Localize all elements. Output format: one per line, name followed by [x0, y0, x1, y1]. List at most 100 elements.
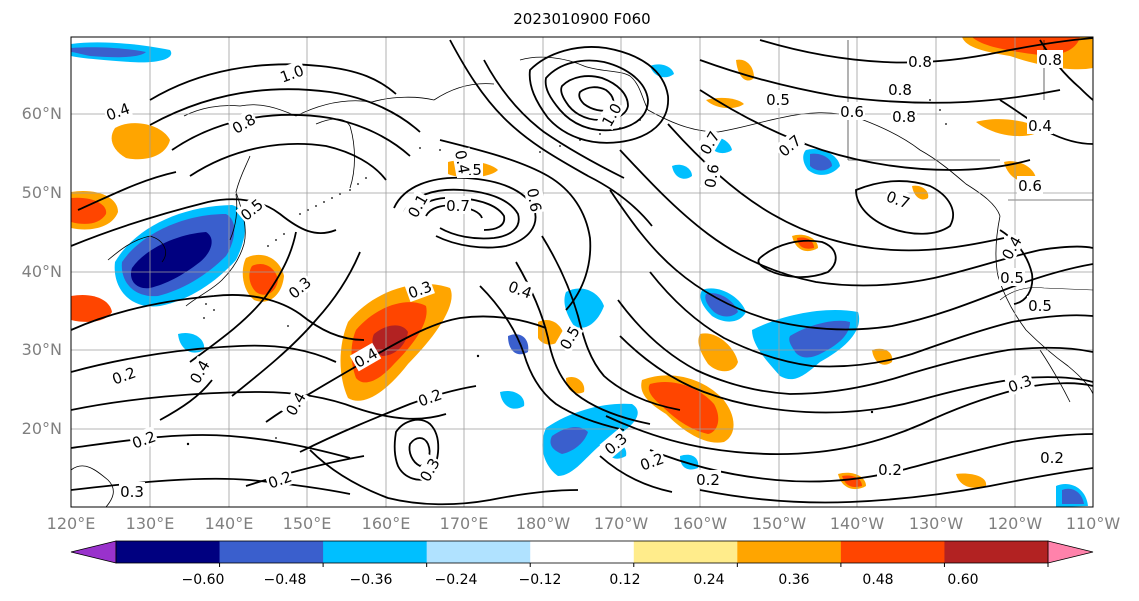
contour-label: 0.6 — [523, 185, 547, 215]
positive-anomaly-patch — [648, 382, 719, 434]
svg-text:0.8: 0.8 — [892, 108, 916, 126]
svg-text:0.5: 0.5 — [1028, 297, 1052, 315]
colorbar-tick-label: −0.60 — [181, 572, 225, 588]
map-title: 2023010900 F060 — [513, 10, 651, 28]
colorbar-segment — [323, 541, 428, 563]
colorbar — [70, 540, 1094, 567]
lon-label: 150°E — [282, 514, 332, 533]
svg-text:0.2: 0.2 — [696, 471, 720, 489]
colorbar-tick-label: −0.24 — [434, 572, 478, 588]
colorbar-segment — [426, 541, 531, 563]
lat-label: 50°N — [21, 183, 62, 202]
colorbar-segment — [633, 541, 738, 563]
contour-label: 0.7 — [445, 196, 471, 215]
negative-anomaly-patch — [500, 390, 525, 409]
colorbar-segment — [737, 541, 842, 563]
colorbar-segment — [530, 541, 635, 563]
positive-anomaly-patch — [71, 294, 112, 322]
coastline-layer — [71, 40, 1093, 507]
lon-label: 150°W — [751, 514, 807, 533]
lat-label: 40°N — [21, 262, 62, 281]
lon-label: 160°W — [672, 514, 728, 533]
positive-anomaly-patch — [111, 123, 170, 160]
contour-label: 0.6 — [699, 161, 723, 191]
negative-anomaly-patch — [672, 164, 692, 179]
svg-text:0.8: 0.8 — [1038, 51, 1062, 69]
negative-anomaly-patch — [1062, 488, 1084, 504]
contour-label: 0.3 — [1004, 370, 1035, 397]
contour-label: 0.8 — [891, 107, 917, 126]
lon-label: 160°E — [361, 514, 411, 533]
svg-text:0.4: 0.4 — [1028, 117, 1052, 135]
colorbar-extend-right — [1047, 540, 1094, 564]
island-chain — [186, 99, 947, 446]
lon-label: 140°E — [204, 514, 254, 533]
lon-label: 170°W — [593, 514, 649, 533]
lon-label: 180°W — [515, 514, 571, 533]
positive-anomaly-patch — [71, 197, 107, 224]
negative-anomaly-patch — [550, 427, 588, 454]
negative-anomaly-patch — [130, 232, 212, 289]
contour-label: 0.5 — [999, 268, 1025, 287]
colorbar-tick-label: 0.36 — [778, 572, 810, 588]
negative-anomaly-patch — [542, 403, 638, 476]
contour-label: 0.2 — [695, 470, 721, 489]
colorbar-frame — [115, 540, 1049, 564]
plot-frame — [70, 36, 1094, 508]
svg-text:0.6: 0.6 — [1018, 177, 1042, 195]
contour-label: 0.6 — [1017, 176, 1043, 195]
svg-text:0.2: 0.2 — [1040, 449, 1064, 467]
colorbar-segment — [219, 541, 324, 563]
svg-text:0.3: 0.3 — [120, 483, 144, 501]
contour-label: 0.2 — [877, 460, 903, 479]
colorbar-tick-label: 0.60 — [947, 572, 979, 588]
svg-text:0.7: 0.7 — [446, 197, 470, 215]
contour-label: 0.5 — [1027, 296, 1053, 315]
contour-label: 0.4 — [1027, 116, 1053, 135]
colorbar-tick-label: 0.24 — [693, 572, 725, 588]
negative-anomaly-patch — [810, 153, 832, 171]
lat-label: 30°N — [21, 340, 62, 359]
colorbar-tick-label: −0.48 — [263, 572, 307, 588]
contour-label: 0.8 — [887, 80, 913, 99]
contour-label: 0.6 — [839, 102, 865, 121]
contour-label: 0.2 — [1039, 448, 1065, 467]
colorbar-extend-left — [70, 540, 117, 564]
positive-anomaly-patch — [698, 333, 738, 372]
contour-label: 0.2 — [108, 362, 139, 389]
svg-text:0.8: 0.8 — [888, 81, 912, 99]
svg-text:0.5: 0.5 — [1000, 269, 1024, 287]
colorbar-segment — [840, 541, 945, 563]
contour-label: 0.8 — [907, 52, 933, 71]
lat-label: 60°N — [21, 104, 62, 123]
svg-text:0.6: 0.6 — [523, 187, 545, 214]
contour-label: 0.8 — [1037, 50, 1063, 69]
lon-label: 130°W — [908, 514, 964, 533]
contour-label: 0.4 — [451, 147, 475, 177]
svg-text:0.4: 0.4 — [451, 149, 473, 176]
gridlines — [71, 37, 1093, 507]
lon-label: 120°E — [46, 514, 96, 533]
contour-label: 0.5 — [765, 90, 791, 109]
svg-text:0.6: 0.6 — [701, 163, 723, 190]
lon-label: 140°W — [829, 514, 885, 533]
colorbar-tick-label: −0.36 — [349, 572, 393, 588]
lon-label: 120°W — [987, 514, 1043, 533]
svg-text:0.6: 0.6 — [840, 103, 864, 121]
contour-label: 0.3 — [119, 482, 145, 501]
lat-label: 20°N — [21, 419, 62, 438]
lon-label: 110°W — [1065, 514, 1121, 533]
negative-anomaly-patch — [71, 47, 146, 58]
positive-anomaly-patch — [976, 119, 1042, 137]
colorbar-segment — [944, 541, 1049, 563]
lon-label: 170°E — [439, 514, 489, 533]
lon-label: 130°E — [125, 514, 175, 533]
negative-anomaly-patch — [178, 332, 205, 353]
colorbar-segment — [116, 541, 221, 563]
positive-anomaly-patch — [912, 185, 929, 200]
colorbar-tick-label: −0.12 — [518, 572, 562, 588]
positive-anomaly-patch — [956, 473, 987, 488]
svg-text:0.2: 0.2 — [878, 461, 902, 479]
colorbar-tick-label: 0.48 — [862, 572, 894, 588]
